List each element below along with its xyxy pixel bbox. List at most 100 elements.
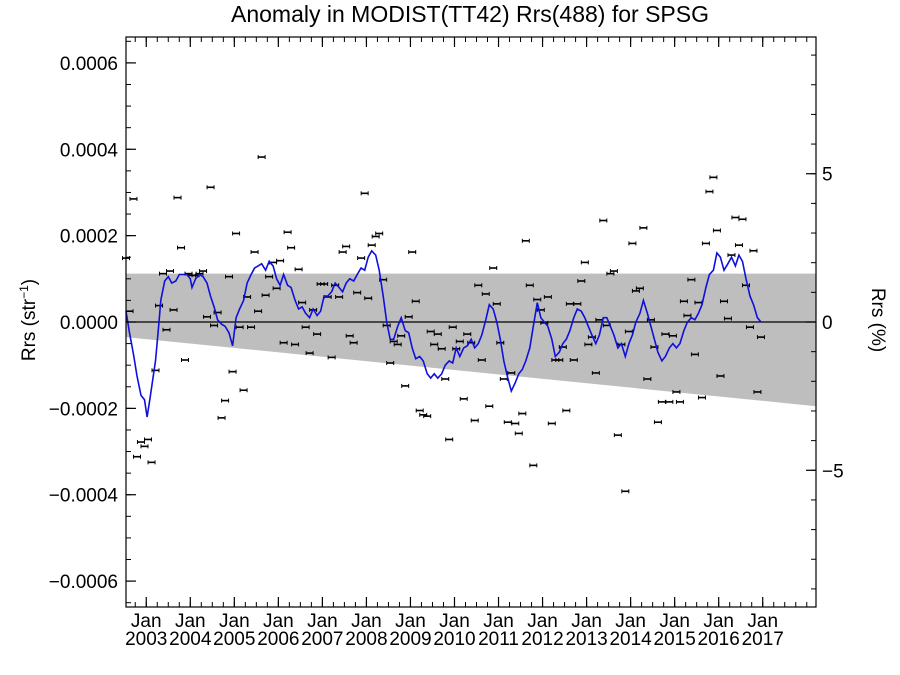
data-point bbox=[291, 342, 300, 347]
x-tick-month-label: Jan bbox=[571, 611, 602, 632]
x-tick-year-label: 2004 bbox=[169, 629, 212, 650]
data-point bbox=[411, 299, 420, 304]
data-point bbox=[631, 288, 640, 293]
data-point bbox=[206, 185, 215, 190]
axes: −0.0006 −0.0004 −0.0002 0.0000 0.0002 0.0004 0… bbox=[49, 36, 844, 650]
data-point bbox=[679, 299, 688, 304]
data-point bbox=[558, 345, 567, 350]
data-point bbox=[749, 248, 758, 253]
data-point bbox=[613, 433, 622, 438]
y-axis-left-title: Rrs (str−1) bbox=[17, 279, 40, 361]
data-point bbox=[254, 309, 263, 314]
y-tick-label: −0.0006 bbox=[49, 572, 118, 593]
data-point bbox=[401, 383, 410, 388]
data-point bbox=[173, 195, 182, 200]
y-tick-label: −0.0004 bbox=[49, 486, 119, 507]
data-point bbox=[701, 241, 710, 246]
data-point bbox=[408, 250, 417, 255]
y-axis-right-title: Rrs (%) bbox=[867, 288, 888, 352]
x-tick-year-label: 2008 bbox=[345, 629, 387, 650]
data-point bbox=[599, 218, 608, 223]
data-point bbox=[687, 277, 696, 282]
data-point bbox=[705, 189, 714, 194]
data-point bbox=[441, 377, 450, 381]
data-point bbox=[518, 411, 527, 416]
y-tick-label: 0.0002 bbox=[60, 227, 118, 248]
data-point bbox=[580, 260, 589, 265]
data-point bbox=[169, 307, 178, 312]
data-point bbox=[584, 342, 593, 347]
y-tick-label: 0.0000 bbox=[60, 313, 118, 334]
data-point bbox=[716, 373, 725, 378]
data-point bbox=[543, 294, 552, 299]
data-point bbox=[489, 266, 498, 271]
data-point bbox=[357, 256, 366, 261]
data-point bbox=[683, 313, 692, 318]
data-point bbox=[657, 399, 666, 404]
data-point bbox=[470, 418, 479, 423]
data-point bbox=[228, 369, 237, 374]
data-point bbox=[492, 301, 501, 306]
data-point bbox=[136, 440, 145, 445]
data-point bbox=[525, 283, 534, 288]
y-axis-left-title-main: Rrs (str bbox=[19, 298, 40, 361]
data-point bbox=[287, 245, 296, 250]
x-tick-year-label: 2016 bbox=[698, 629, 740, 650]
x-tick-year-label: 2015 bbox=[654, 629, 696, 650]
data-point bbox=[305, 351, 314, 356]
data-point bbox=[437, 346, 446, 351]
x-tick-year-label: 2014 bbox=[609, 629, 652, 650]
data-point bbox=[360, 191, 369, 196]
data-point bbox=[261, 293, 270, 298]
data-point bbox=[272, 286, 281, 291]
data-point bbox=[239, 388, 248, 393]
data-point bbox=[221, 398, 230, 403]
data-point bbox=[313, 332, 322, 337]
data-point bbox=[455, 339, 464, 344]
data-point bbox=[320, 282, 329, 286]
x-tick-year-label: 2010 bbox=[433, 629, 475, 650]
data-point bbox=[265, 274, 274, 279]
data-point bbox=[397, 333, 406, 338]
data-point bbox=[668, 333, 677, 338]
x-tick-month-label: Jan bbox=[351, 611, 382, 632]
x-tick-month-label: Jan bbox=[615, 611, 646, 632]
data-point bbox=[338, 250, 347, 255]
y-tick-label: −0.0002 bbox=[49, 399, 118, 420]
plot-area bbox=[122, 155, 816, 494]
data-point bbox=[335, 294, 344, 299]
data-point bbox=[734, 243, 743, 248]
data-point bbox=[386, 361, 395, 366]
x-tick-year-label: 2003 bbox=[125, 629, 167, 650]
data-point bbox=[499, 377, 508, 381]
data-point bbox=[349, 340, 358, 345]
data-point bbox=[276, 258, 285, 263]
data-point bbox=[250, 250, 259, 255]
data-point bbox=[283, 230, 292, 235]
data-point bbox=[345, 333, 354, 338]
data-point bbox=[514, 431, 523, 436]
data-point bbox=[665, 399, 674, 404]
data-point bbox=[423, 414, 432, 419]
data-point bbox=[753, 389, 762, 394]
data-point bbox=[433, 332, 442, 337]
data-point bbox=[210, 323, 219, 328]
data-point bbox=[719, 299, 728, 304]
y2-tick-label: 5 bbox=[822, 165, 833, 186]
data-point bbox=[529, 463, 538, 468]
data-point bbox=[745, 325, 754, 330]
data-point bbox=[364, 296, 373, 301]
x-tick-month-label: Jan bbox=[263, 611, 294, 632]
data-point bbox=[247, 325, 256, 330]
data-point bbox=[569, 358, 578, 362]
data-point bbox=[133, 454, 142, 459]
data-point bbox=[653, 420, 662, 425]
data-point bbox=[621, 489, 630, 494]
data-point bbox=[147, 460, 156, 465]
data-point bbox=[367, 243, 376, 248]
data-point bbox=[371, 234, 380, 239]
data-point bbox=[225, 274, 234, 279]
x-tick-year-label: 2013 bbox=[565, 629, 607, 650]
y-tick-label: 0.0006 bbox=[60, 54, 118, 75]
